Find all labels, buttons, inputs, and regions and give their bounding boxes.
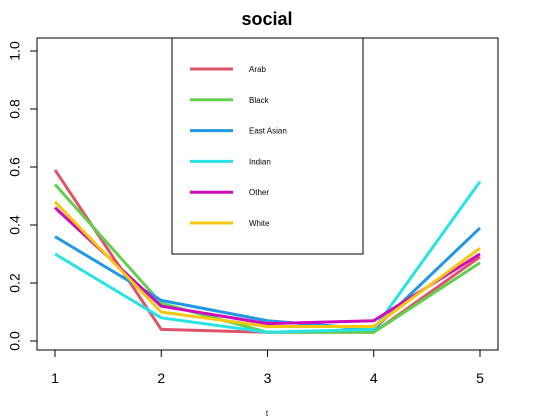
x-tick-label: 1 xyxy=(51,370,59,386)
x-tick-label: 4 xyxy=(370,370,378,386)
series-line-east-asian xyxy=(54,226,482,331)
y-tick-label: 0.2 xyxy=(7,273,23,293)
legend-item-indian: Indian xyxy=(190,157,271,166)
legend-item-black: Black xyxy=(190,96,270,105)
legend-label: Black xyxy=(249,96,270,105)
y-tick-label: 1.0 xyxy=(7,41,23,61)
y-tick-label: 0.0 xyxy=(7,331,23,351)
x-tick-label: 5 xyxy=(476,370,484,386)
y-axis: 0.0 0.2 0.4 0.6 0.8 1.0 xyxy=(7,41,38,351)
legend-box xyxy=(171,37,364,255)
series-line-white xyxy=(53,200,481,328)
legend-label: Arab xyxy=(249,65,266,74)
legend-item-other: Other xyxy=(190,188,269,197)
legend-item-arab: Arab xyxy=(190,65,266,74)
legend-item-white: White xyxy=(190,219,270,228)
y-tick-label: 0.4 xyxy=(7,215,23,235)
y-tick-label: 0.8 xyxy=(7,99,23,119)
x-tick-label: 2 xyxy=(157,370,165,386)
legend-label: East Asian xyxy=(249,127,287,136)
series-line-indian xyxy=(54,180,482,334)
y-tick-label: 0.6 xyxy=(7,157,23,177)
series-group xyxy=(53,169,482,334)
x-axis: 1 2 3 4 5 xyxy=(51,349,484,386)
legend-label: Other xyxy=(249,188,269,197)
legend-label: White xyxy=(249,219,270,228)
chart-title: social xyxy=(241,9,292,29)
legend: Arab Black East Asian Indian Other White xyxy=(190,65,287,228)
legend-label: Indian xyxy=(249,157,271,166)
x-axis-label: t xyxy=(266,409,269,418)
x-tick-label: 3 xyxy=(264,370,272,386)
legend-item-east-asian: East Asian xyxy=(190,127,287,136)
